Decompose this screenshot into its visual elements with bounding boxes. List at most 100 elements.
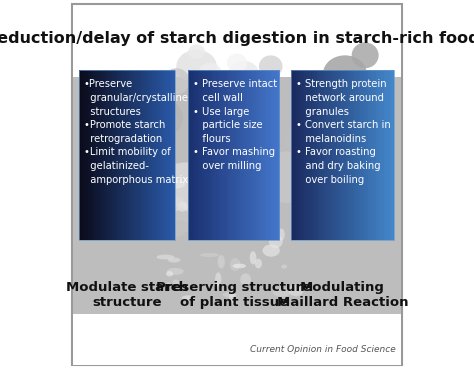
Ellipse shape — [167, 268, 183, 275]
Ellipse shape — [203, 77, 237, 107]
Bar — [163, 70, 166, 240]
Ellipse shape — [162, 196, 175, 205]
Ellipse shape — [166, 271, 173, 276]
Bar — [350, 70, 353, 240]
Bar — [134, 70, 137, 240]
Ellipse shape — [176, 50, 217, 83]
Bar — [98, 70, 101, 240]
Ellipse shape — [319, 192, 357, 221]
Bar — [273, 70, 275, 240]
Bar — [117, 70, 120, 240]
Ellipse shape — [335, 138, 375, 172]
Bar — [172, 70, 175, 240]
Ellipse shape — [198, 63, 222, 85]
Ellipse shape — [214, 282, 219, 287]
Bar — [378, 70, 382, 240]
Bar — [191, 70, 193, 240]
Bar — [200, 70, 202, 240]
Bar — [358, 70, 361, 240]
Bar — [229, 70, 232, 240]
Bar — [329, 70, 333, 240]
Bar — [73, 77, 401, 317]
Bar — [86, 70, 89, 240]
Text: • Strength protein
   network around
   granules
• Convert starch in
   melanoid: • Strength protein network around granul… — [296, 79, 391, 184]
Ellipse shape — [223, 292, 237, 297]
Bar — [306, 70, 310, 240]
Ellipse shape — [156, 255, 174, 259]
Ellipse shape — [122, 96, 183, 140]
Bar — [381, 70, 384, 240]
FancyBboxPatch shape — [72, 4, 402, 365]
Ellipse shape — [352, 42, 379, 68]
Ellipse shape — [240, 273, 251, 286]
Bar — [291, 70, 294, 240]
Ellipse shape — [355, 96, 389, 125]
Bar — [252, 70, 255, 240]
Text: Preserving structure
of plant tissue: Preserving structure of plant tissue — [156, 281, 311, 309]
Bar — [263, 70, 266, 240]
Bar — [215, 70, 219, 240]
Bar — [247, 70, 250, 240]
Bar — [79, 70, 82, 240]
Text: • Preserve intact
   cell wall
• Use large
   particle size
   flours
• Favor ma: • Preserve intact cell wall • Use large … — [193, 79, 277, 171]
Ellipse shape — [188, 44, 205, 59]
Bar — [127, 70, 129, 240]
Bar — [311, 70, 315, 240]
Bar — [100, 70, 103, 240]
Bar — [73, 9, 401, 81]
Bar — [383, 70, 387, 240]
Bar — [88, 70, 91, 240]
Bar — [304, 70, 307, 240]
Bar — [122, 70, 125, 240]
Ellipse shape — [230, 258, 240, 271]
Ellipse shape — [165, 207, 175, 218]
Bar — [256, 70, 259, 240]
Text: Modulating
Maillard Reaction: Modulating Maillard Reaction — [277, 281, 408, 309]
Text: Current Opinion in Food Science: Current Opinion in Food Science — [250, 345, 395, 354]
Bar — [347, 70, 351, 240]
Bar — [327, 70, 330, 240]
Ellipse shape — [263, 244, 280, 257]
Ellipse shape — [249, 228, 263, 237]
Ellipse shape — [323, 55, 367, 92]
Bar — [107, 70, 110, 240]
Ellipse shape — [306, 83, 357, 124]
Ellipse shape — [239, 204, 247, 216]
Bar — [353, 70, 356, 240]
Bar — [167, 70, 171, 240]
Bar — [155, 70, 158, 240]
Bar — [250, 70, 253, 240]
Text: •Preserve
  granular/crystalline
  structures
•Promote starch
  retrogradation
•: •Preserve granular/crystalline structure… — [83, 79, 188, 184]
Ellipse shape — [119, 127, 153, 153]
Bar — [345, 70, 348, 240]
Bar — [376, 70, 379, 240]
Bar — [192, 70, 196, 240]
Bar — [317, 70, 320, 240]
Ellipse shape — [200, 213, 219, 217]
Bar — [254, 70, 257, 240]
Bar — [373, 70, 376, 240]
Bar — [355, 70, 358, 240]
Bar — [188, 70, 279, 240]
Text: Modulate starch
structure: Modulate starch structure — [66, 281, 188, 309]
Bar — [319, 70, 322, 240]
Ellipse shape — [257, 151, 318, 203]
Ellipse shape — [147, 205, 191, 238]
Bar — [391, 70, 394, 240]
Bar — [342, 70, 346, 240]
Ellipse shape — [215, 272, 221, 285]
Ellipse shape — [168, 258, 181, 263]
Bar — [322, 70, 325, 240]
Ellipse shape — [229, 291, 236, 303]
Bar — [119, 70, 122, 240]
Ellipse shape — [246, 168, 256, 179]
Bar — [371, 70, 374, 240]
Bar — [386, 70, 389, 240]
Ellipse shape — [288, 285, 303, 296]
Bar — [79, 70, 174, 240]
Bar — [151, 70, 154, 240]
Bar — [332, 70, 335, 240]
Ellipse shape — [148, 167, 159, 177]
Ellipse shape — [255, 259, 262, 268]
Bar — [296, 70, 300, 240]
